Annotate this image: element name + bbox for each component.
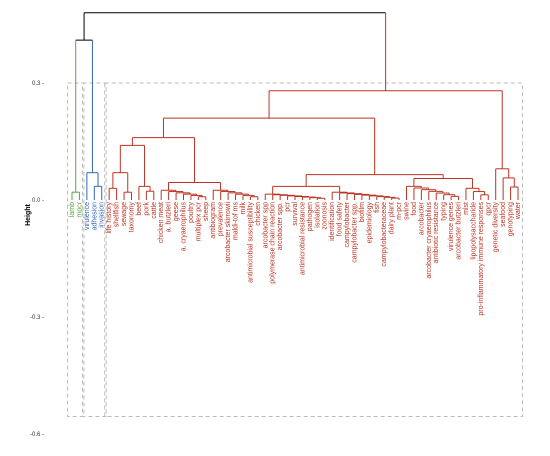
leaf-label: pork: [143, 202, 150, 216]
leaf-label: arcobacter: [418, 201, 425, 235]
leaf-label: campylobacteraceae: [381, 202, 388, 267]
leaf-label: chicken meat: [158, 202, 165, 243]
leaf-label: genotyping: [508, 202, 515, 236]
leaf-label: arcobacter spp.: [277, 202, 284, 250]
leaf-label: qpcr: [485, 201, 492, 215]
leaf-label: shellfish: [114, 202, 121, 227]
leaf-label: biofilm: [359, 202, 366, 222]
leaf-label: m-pcr: [396, 201, 403, 220]
cluster-box: [81, 82, 107, 417]
leaf-label: genetic diversity: [493, 202, 500, 253]
cluster-box: [104, 82, 523, 417]
y-tick-label: 0.0 -: [32, 198, 44, 204]
leaf-label: a. cryaerophilus: [181, 202, 188, 252]
leaf-label: geese: [173, 202, 180, 221]
leaf-label: pcr: [285, 201, 292, 211]
leaf-label: prevalence: [218, 202, 225, 236]
leaf-label: epidemiology: [366, 202, 373, 244]
leaf-label: campylobacter: [344, 201, 351, 247]
leaf-label: life history: [106, 202, 113, 234]
leaf-label: taxonomy: [128, 202, 135, 233]
leaf-label: water: [515, 201, 522, 220]
y-tick-label: -0.6 -: [30, 432, 44, 438]
leaf-label: survival: [292, 202, 299, 226]
leaf-label: campylobacter spp.: [351, 202, 358, 263]
leaf-labels: lamb mpcr virulence adhesion invasion life hi…: [69, 201, 522, 315]
leaf-label: lamb: [69, 202, 76, 217]
leaf-label: a. butzleri: [166, 202, 173, 233]
leaf-label: fish: [374, 202, 381, 213]
leaf-label: pro-inflammatory immune responses: [478, 202, 485, 316]
leaf-label: identification: [329, 202, 336, 241]
leaf-label: chicken: [255, 202, 262, 226]
leaf-label: food: [411, 202, 418, 216]
leaf-label: zoonosis: [322, 202, 329, 230]
leaf-label: virulence: [84, 202, 91, 230]
leaf-label: antibiogram: [210, 202, 217, 239]
leaf-label: virulence genes: [448, 202, 455, 252]
leaf-label: antimicrobial resistance: [299, 202, 306, 275]
leaf-label: beef: [136, 202, 143, 216]
dendrogram-branches: [71, 12, 519, 200]
leaf-label: poultry: [188, 202, 195, 224]
leaf-label: invasion: [99, 202, 106, 228]
y-axis-title: Height: [25, 203, 32, 225]
leaf-label: sheep: [203, 202, 210, 221]
leaf-label: seafood: [500, 202, 507, 227]
leaf-label: swine: [404, 202, 411, 220]
leaf-label: arcobacter spp: [262, 202, 269, 248]
leaf-label: cattle: [151, 202, 158, 219]
leaf-label: food safety: [337, 202, 344, 237]
leaf-label: mpcr: [76, 201, 83, 217]
leaf-label: typing: [441, 202, 448, 221]
leaf-label: sewage: [121, 202, 128, 226]
leaf-label: antibiotic resistance: [433, 202, 440, 264]
y-tick-label: 0.3 -: [32, 81, 44, 87]
leaf-label: multiplex pcr: [195, 201, 202, 241]
leaf-label: adhesion: [91, 202, 98, 231]
leaf-label: milk: [240, 202, 247, 215]
y-tick-label: -0.3 -: [30, 315, 44, 321]
leaf-label: polymerase chain reaction: [270, 202, 277, 284]
leaf-label: mlst: [463, 202, 470, 215]
leaf-label: arcobacter butzleri: [456, 202, 463, 260]
leaf-label: dairy plant: [389, 202, 396, 234]
leaf-label: arcobacter cryaerophilus: [426, 202, 433, 279]
leaf-label: isolation: [314, 202, 321, 228]
leaf-label: antimicrobial susceptibility: [247, 202, 254, 283]
leaf-label: arcobacter skirrowii: [225, 202, 232, 263]
leaf-label: pathogen: [307, 202, 314, 231]
leaf-label: lipopolysaccharide: [470, 202, 477, 260]
y-axis: 0.3 - 0.0 - -0.3 - -0.6 -: [30, 81, 44, 438]
leaf-label: maldi-tof ms: [233, 202, 240, 241]
